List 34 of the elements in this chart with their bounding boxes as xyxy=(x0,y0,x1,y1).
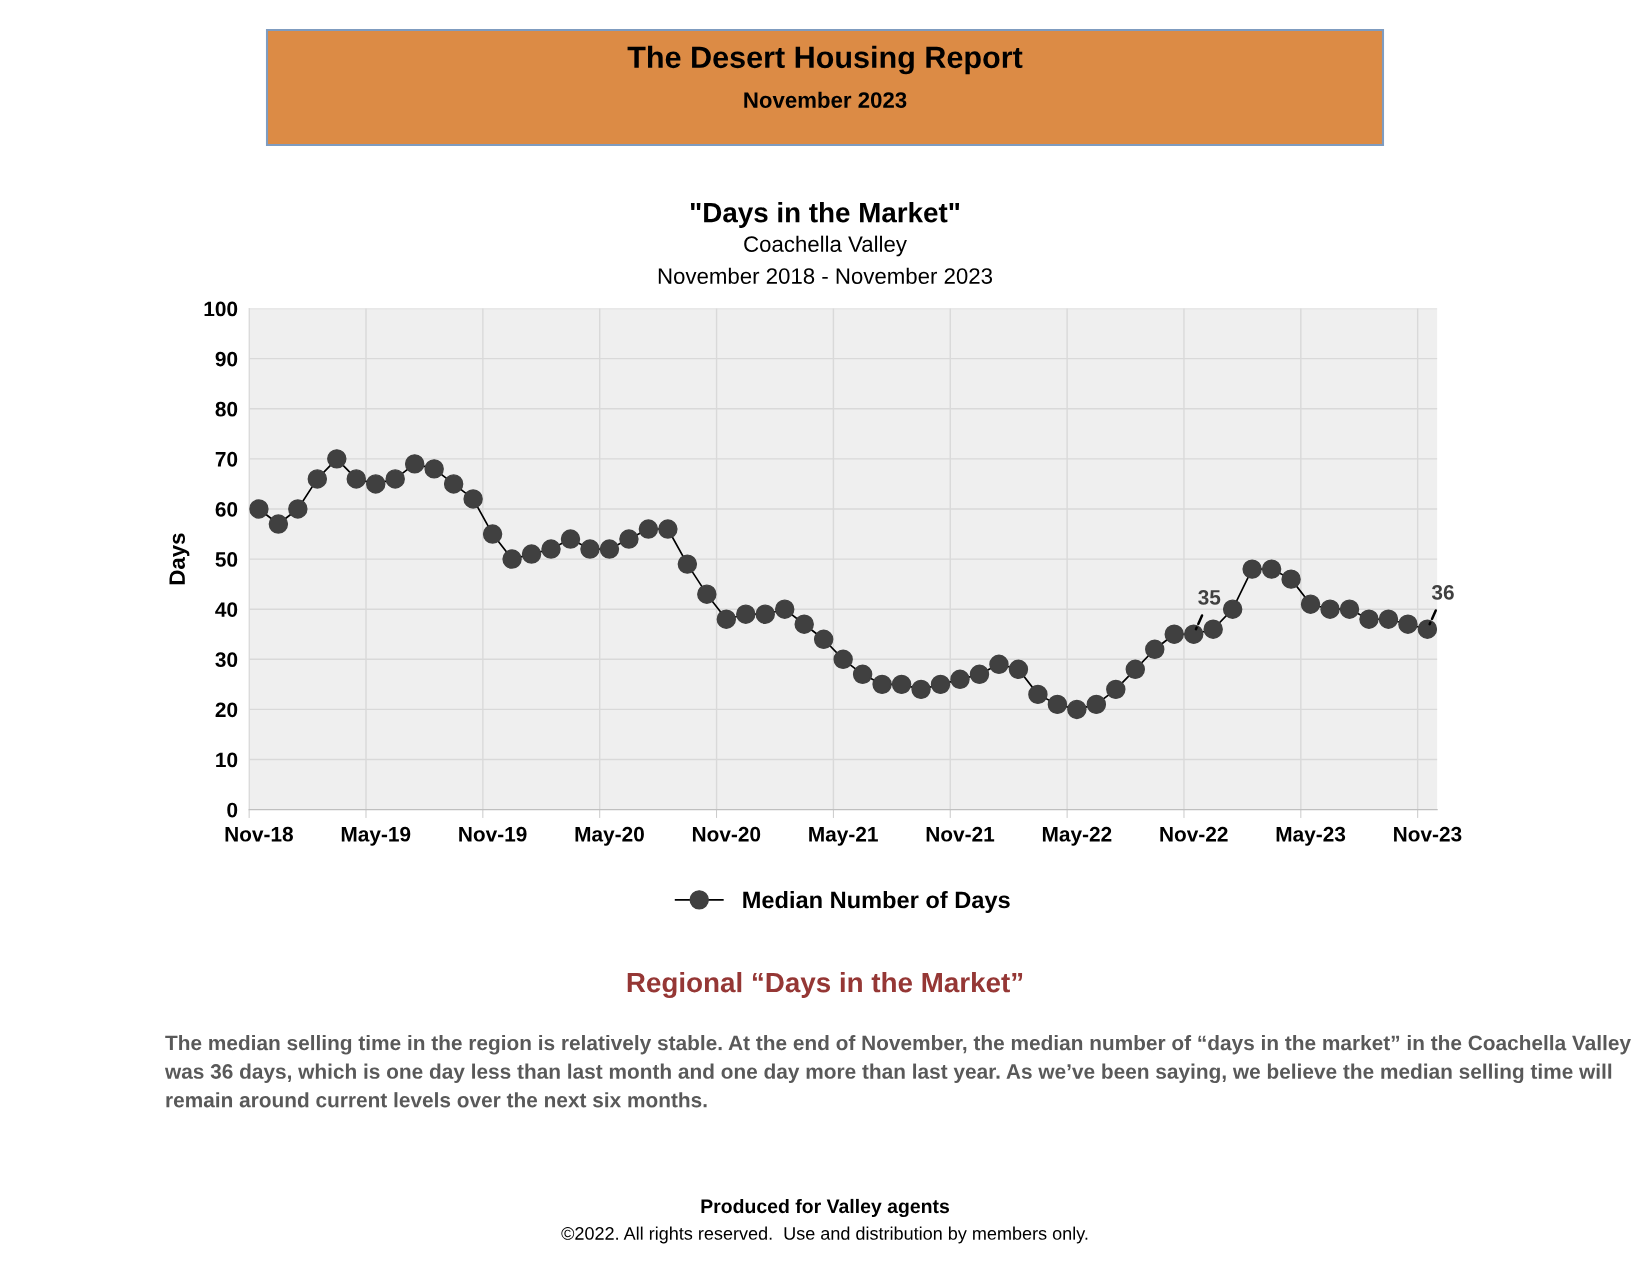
x-tick-label: Nov-23 xyxy=(1394,826,1462,842)
y-tick-label: 0 xyxy=(227,802,238,818)
y-tick-label: 60 xyxy=(215,501,238,517)
chart-title: "Days in the Market" xyxy=(690,202,960,228)
x-tick-label: May-23 xyxy=(1276,826,1346,846)
x-tick-label: May-19 xyxy=(341,826,411,846)
annotation: 36 xyxy=(1431,585,1454,600)
y-tick-label: 70 xyxy=(215,451,238,467)
text: The median selling time in the region is relatively stable. At the end of November, the median number of “days in the market” in the Coachella Valley was 36 days, which is one day less than last month and one day more than last year. As we’ve been saying, we believe the median selling time will remain around current levels over the next six months. xyxy=(164,1035,1631,1108)
legend-label: Median Number of Days xyxy=(743,891,1010,914)
x-tick-label: May-20 xyxy=(575,826,644,846)
y-tick-label: 90 xyxy=(215,351,238,367)
annotation: 35 xyxy=(1198,590,1221,605)
y-tick-label: 80 xyxy=(215,401,238,417)
x-tick-label: Nov-21 xyxy=(926,826,995,842)
y-axis-title: Days xyxy=(169,533,190,585)
x-tick-label: Nov-19 xyxy=(459,826,527,842)
x-tick-label: May-21 xyxy=(809,826,878,846)
y-tick-label: 100 xyxy=(204,301,238,317)
text: Regional “Days in the Market” xyxy=(627,971,1023,999)
text: Produced for Valley agents xyxy=(701,1198,950,1218)
x-tick-label: Nov-22 xyxy=(1160,826,1228,842)
text: November 2023 xyxy=(744,91,907,108)
y-tick-label: 10 xyxy=(216,752,238,768)
y-tick-label: 30 xyxy=(215,652,238,668)
y-tick-label: 20 xyxy=(215,702,238,718)
chart-subtitle: Coachella Valley November 2018 - November 2023 xyxy=(658,235,993,284)
x-tick-label: Nov-20 xyxy=(692,826,761,842)
text: The Desert Housing Report xyxy=(627,45,1023,75)
x-tick-label: May-22 xyxy=(1042,826,1112,846)
y-tick-label: 50 xyxy=(215,552,238,567)
y-tick-label: 40 xyxy=(215,602,238,617)
x-tick-label: Nov-18 xyxy=(225,826,293,842)
text: ©2022. All rights reserved. Use and distribution by members only. xyxy=(561,1226,1088,1244)
